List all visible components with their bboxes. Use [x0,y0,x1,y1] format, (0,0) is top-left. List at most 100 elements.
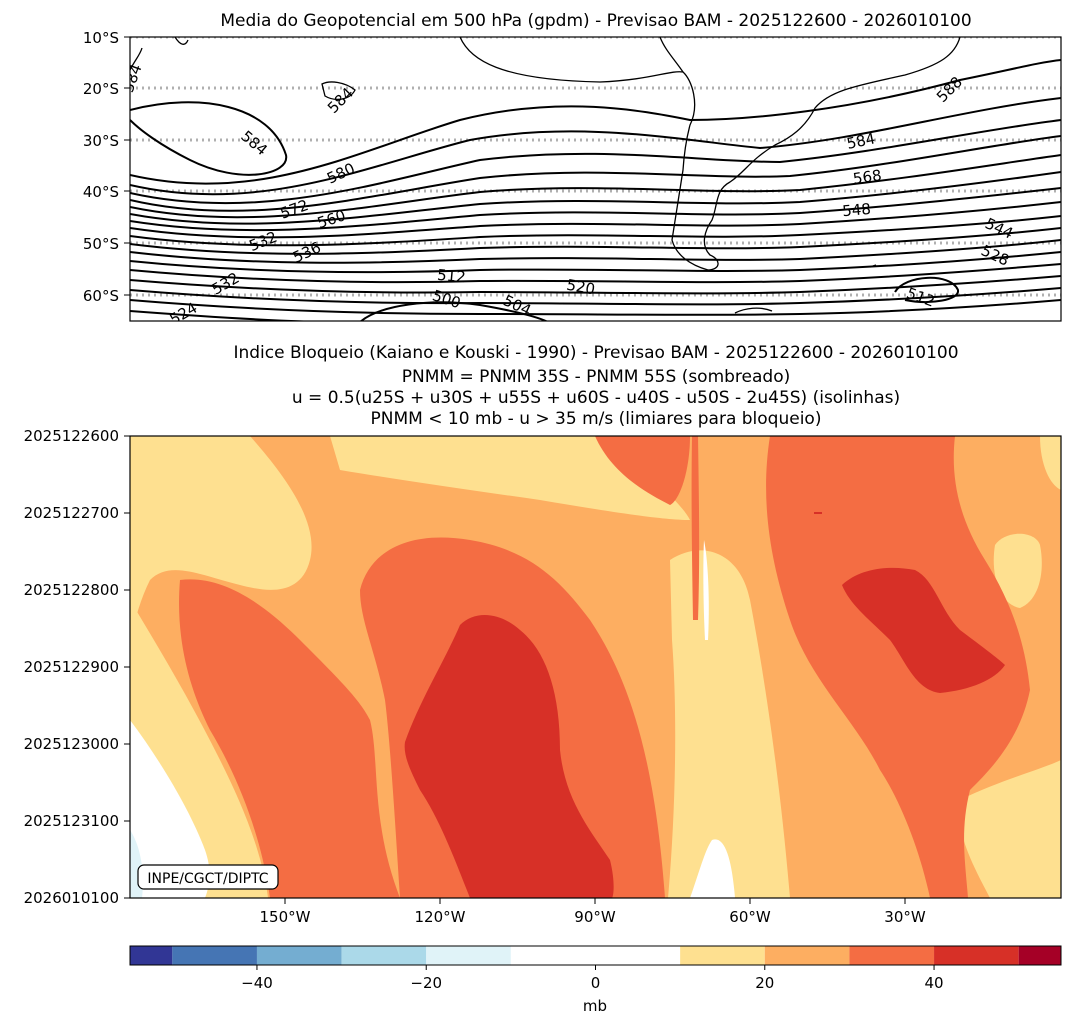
band-10-20-mid [330,436,690,520]
colorbar-segment [426,946,511,965]
thin-vertical-white [703,540,709,640]
contour-572 [130,135,1061,212]
bottom-title-line-3: u = 0.5(u25S + u30S + u55S + u60S - u40S… [292,388,900,408]
lat-tick-label: 40°S [83,183,119,201]
coastlines [130,37,961,314]
contour-label: 584 [845,129,877,153]
lon-tick-label: 30°W [884,908,926,926]
date-tick-label: 2025122700 [24,504,119,522]
top-axes-frame [129,36,1062,322]
date-tick-label: 2025122600 [24,427,119,445]
bottom-title-line-2: PNMM = PNMM 35S - PNMM 55S (sombreado) [402,367,791,387]
contour-568 [130,154,1061,219]
date-tick-label: 2025123000 [24,735,119,753]
band-neutral-southwest [130,720,210,898]
colorbar-tick-label: −40 [241,974,273,992]
lat-tick-label: 60°S [83,287,119,305]
contour-584-main [130,59,1061,185]
colorbar-segment [680,946,765,965]
map-background [130,37,1061,321]
south-america-coastline [459,37,961,271]
lat-tick-label: 50°S [83,235,119,253]
small-island-4 [130,47,143,71]
contour-500-low [359,301,549,321]
small-island-2 [734,307,773,314]
colorbar: −40 −20 0 20 40 mb [129,945,1062,1015]
lon-tick-label: 60°W [729,908,771,926]
blocking-index-panel: Indice Bloqueio (Kaiano e Kouski - 1990)… [24,343,1062,926]
top-title: Media do Geopotencial em 500 hPa (gpdm) … [220,11,971,31]
colorbar-segment [172,946,257,965]
contour-560 [130,187,1061,232]
watermark: INPE/CGCT/DIPTC [137,864,279,890]
bottom-title: Indice Bloqueio (Kaiano e Kouski - 1990)… [233,343,958,429]
colorbar-segments [130,946,1061,965]
band-40-50-east-core [842,567,1005,693]
peru-coast [659,37,684,73]
band-40-50-small [814,512,822,514]
colorbar-tick-label: 20 [755,974,774,992]
watermark-text: INPE/CGCT/DIPTC [147,871,268,887]
bottom-title-line-1: Indice Bloqueio (Kaiano e Kouski - 1990)… [233,343,958,363]
date-tick-label: 2025122800 [24,581,119,599]
colorbar-ticks: −40 −20 0 20 40 [241,965,944,992]
small-island-5 [174,37,189,45]
lat-tick-label: 20°S [83,80,119,98]
date-tick-labels: 2025122600 2025122700 2025122800 2025122… [24,427,130,907]
contour-576 [130,119,1061,205]
small-island-1 [321,81,356,101]
geopotential-panel: Media do Geopotencial em 500 hPa (gpdm) … [83,11,1062,322]
contour-label: 520 [565,276,596,299]
geopotential-contours [130,59,1061,321]
band-10-20-east [1040,436,1061,490]
bottom-title-line-4: PNMM < 10 mb - u > 35 m/s (limiares para… [371,409,822,429]
colorbar-tick-label: 0 [591,974,601,992]
contour-548 [130,227,1061,255]
contour-564 [130,171,1061,225]
colorbar-segment [764,946,850,965]
latitude-tick-labels: 10°S 20°S 30°S 40°S 50°S 60°S [83,29,130,305]
colorbar-segment [934,946,1019,965]
contour-524 [130,299,1061,316]
colorbar-tick-label: −20 [410,974,442,992]
band-10-20-central [668,550,790,898]
colorbar-segment [256,946,342,965]
contour-512-low [894,276,959,303]
date-tick-label: 2025123100 [24,812,119,830]
date-tick-label: 2025122900 [24,658,119,676]
colorbar-segment [130,946,173,965]
colorbar-segment [510,946,681,965]
lon-tick-label: 120°W [415,908,466,926]
contour-label: 512 [436,266,466,286]
lon-tick-label: 90°W [574,908,616,926]
band-30-40-west [179,579,400,898]
contour-584-high [130,101,288,176]
contour-label: 548 [842,200,872,220]
date-tick-label: 2026010100 [24,889,119,907]
lat-tick-label: 30°S [83,132,119,150]
contour-580 [130,97,1061,196]
longitude-tick-labels: 150°W 120°W 90°W 60°W 30°W [260,898,926,926]
band-30-40-east [766,436,1030,898]
colorbar-segment [341,946,427,965]
lon-tick-label: 150°W [260,908,311,926]
contour-552 [130,215,1061,247]
thin-vertical-band [691,436,700,620]
band-10-20-east-3 [959,760,1061,898]
blocking-index-field [130,436,1061,898]
band-10-20-east-2 [993,533,1042,608]
band-30-40-north [595,436,690,505]
band-neutral-south [690,839,735,898]
contour-label: 568 [852,166,883,188]
colorbar-label: mb [583,997,607,1015]
band-40-50-west-core [404,614,614,898]
lat-tick-label: 10°S [83,29,119,47]
band-10-20-west [130,436,312,640]
colorbar-segment [1018,946,1061,965]
contour-528 [130,287,1061,306]
contour-540 [130,251,1061,274]
contour-536 [130,263,1061,284]
colorbar-tick-label: 40 [924,974,943,992]
contour-544 [130,239,1061,264]
